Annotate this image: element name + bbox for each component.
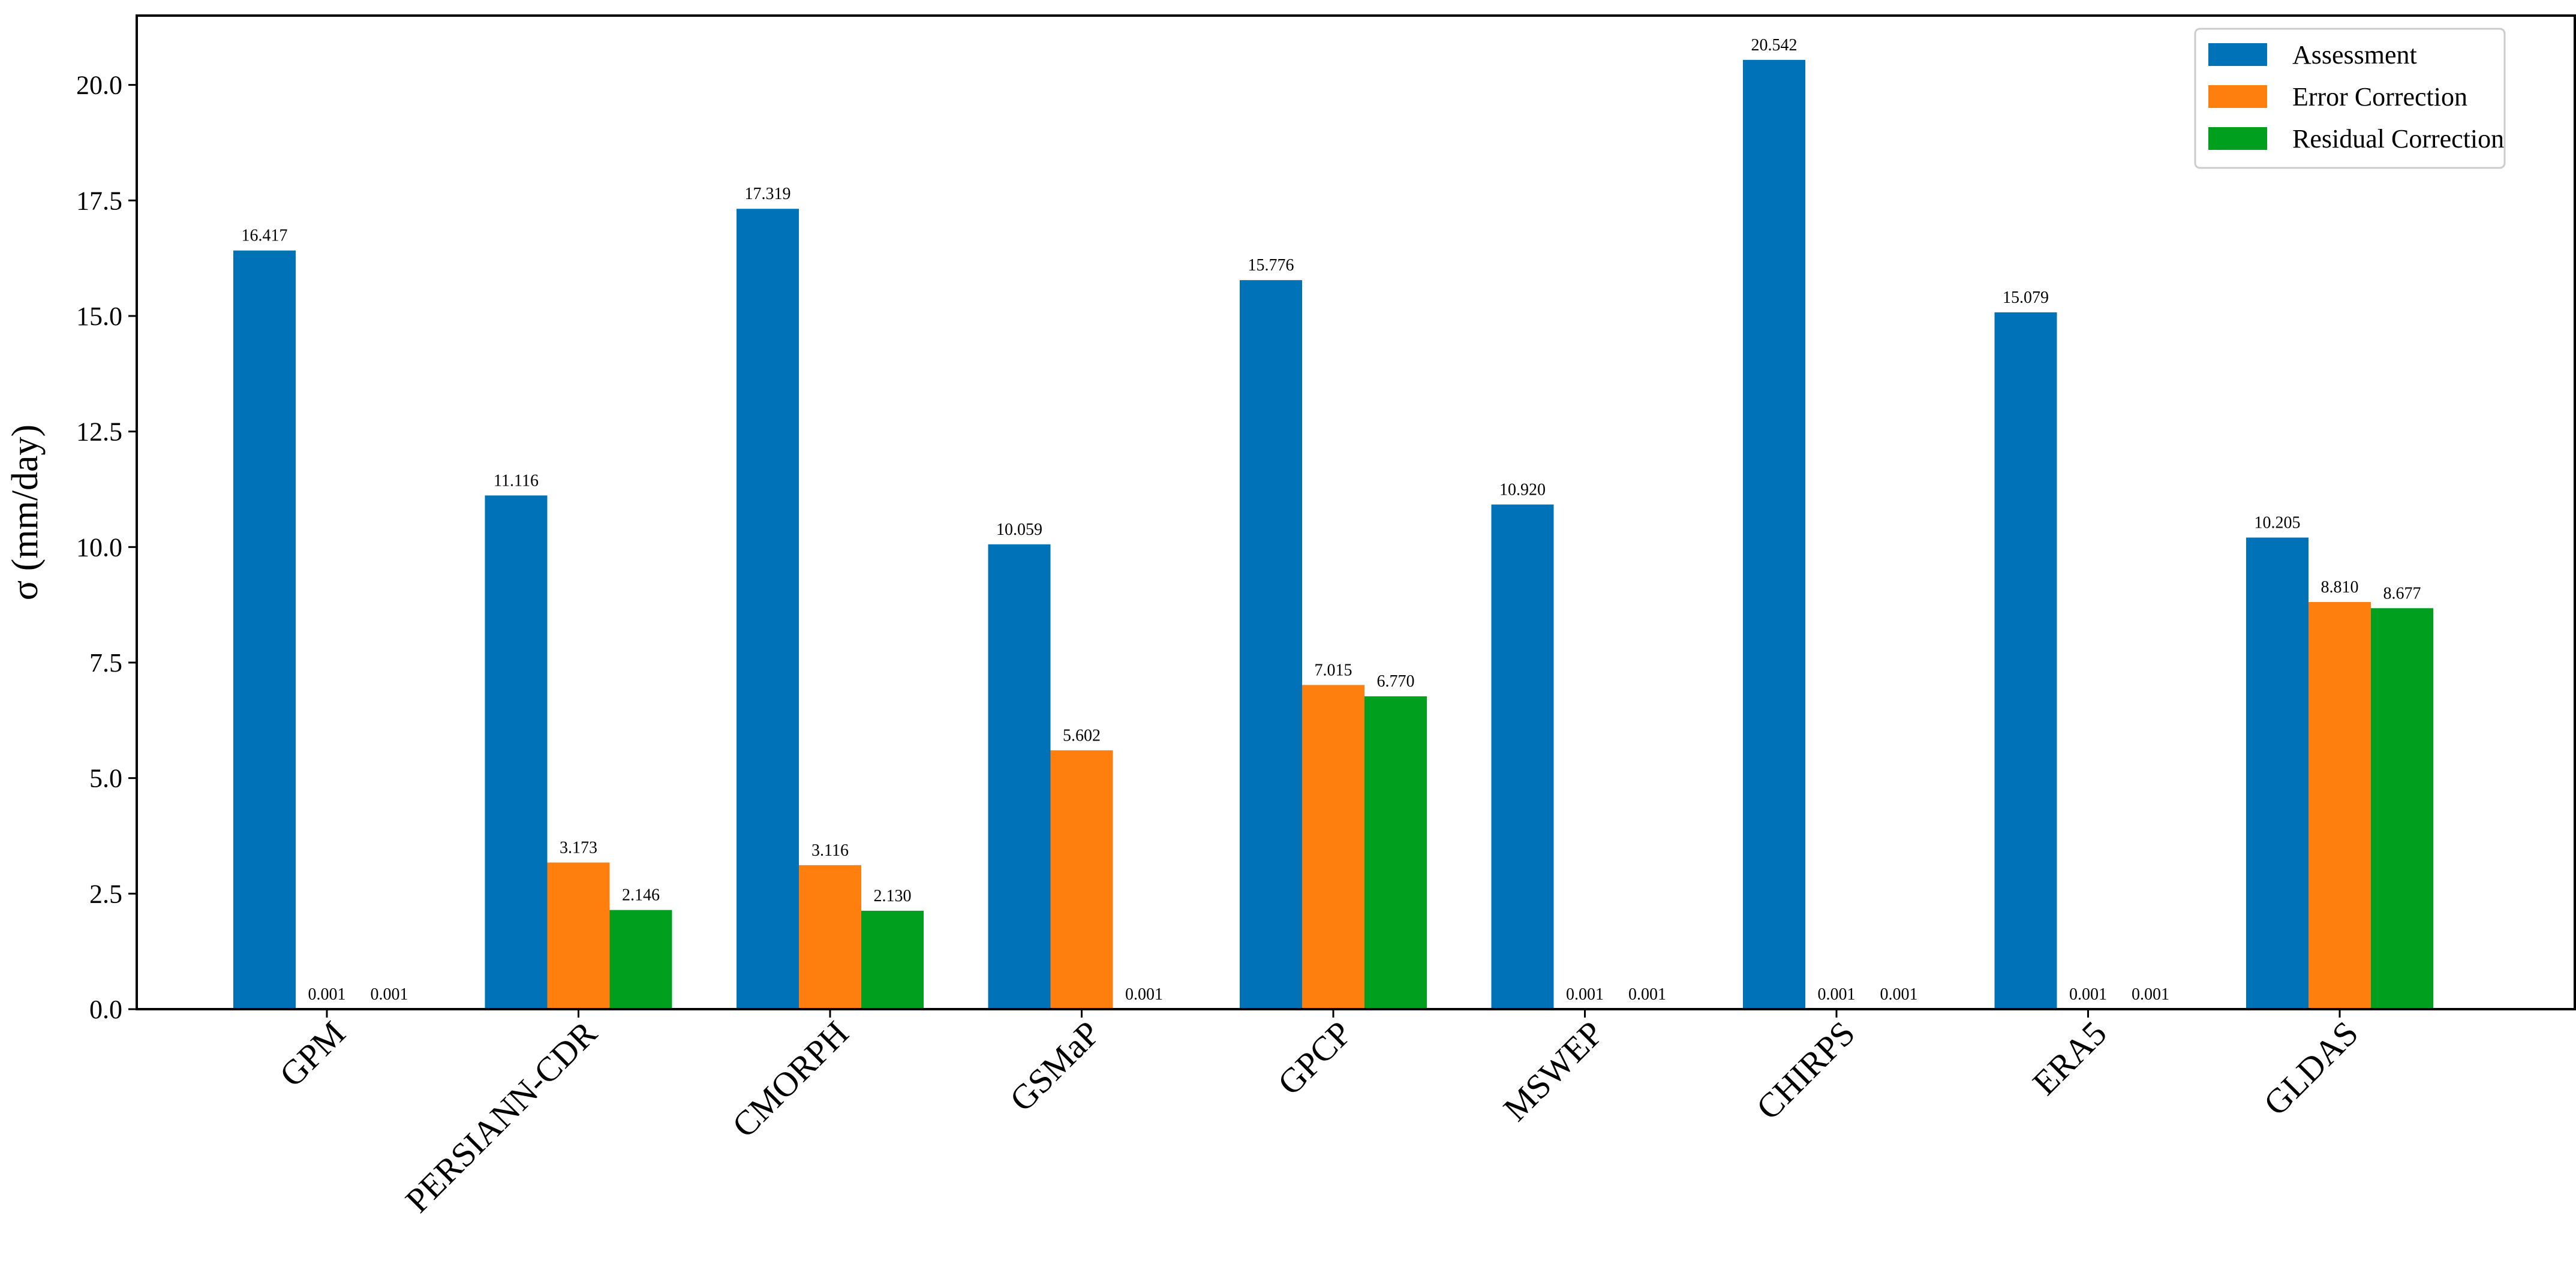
bar-value-label: 0.001 — [1628, 985, 1666, 1004]
y-tick-label: 15.0 — [76, 302, 122, 331]
bar-value-label: 0.001 — [2069, 985, 2107, 1004]
y-tick-label: 7.5 — [89, 648, 122, 678]
bar-value-label: 11.116 — [494, 471, 539, 490]
bar-value-label: 20.542 — [1751, 36, 1798, 55]
bar-value-label: 7.015 — [1315, 661, 1352, 679]
bar-value-label: 0.001 — [371, 985, 408, 1004]
bar-value-label: 2.146 — [622, 886, 660, 905]
x-tick-label: PERSIANN-CDR — [398, 1013, 605, 1220]
bar-value-label: 10.059 — [996, 520, 1042, 539]
bar-value-label: 16.417 — [242, 227, 288, 245]
bar-value-label: 10.205 — [2255, 514, 2301, 532]
bar-residual-correction — [861, 910, 924, 1009]
bar-value-label: 0.001 — [2132, 985, 2169, 1004]
legend: Assessment Error Correction Residual Corre… — [2194, 28, 2506, 169]
bar-labels-layer: 16.417 0.001 0.001 11.116 3.173 2.146 17.319 3.… — [242, 36, 2421, 1004]
y-tick-label: 10.0 — [76, 532, 122, 562]
bars-layer — [233, 59, 2433, 1010]
bar-assessment — [988, 544, 1051, 1009]
bar-error-correction — [799, 865, 861, 1009]
bar-error-correction — [1050, 750, 1113, 1009]
x-tick-label: MSWEP — [1496, 1013, 1611, 1128]
x-tick-label: CMORPH — [725, 1013, 856, 1145]
bar-assessment — [737, 209, 799, 1009]
x-tick-label: GLDAS — [2256, 1013, 2366, 1123]
bar-value-label: 3.116 — [811, 841, 849, 860]
bar-value-label: 0.001 — [1880, 985, 1918, 1004]
bar-assessment — [233, 250, 296, 1010]
y-axis-label: σ (mm/day) — [5, 425, 46, 600]
y-tick-label: 2.5 — [89, 879, 122, 908]
bar-assessment — [1491, 504, 1554, 1009]
bar-value-label: 15.079 — [2003, 288, 2049, 307]
y-tick-label: 5.0 — [89, 764, 122, 793]
bar-value-label: 2.130 — [874, 887, 912, 905]
bar-value-label: 8.677 — [2383, 584, 2421, 603]
bar-residual-correction — [2371, 608, 2433, 1009]
bar-assessment — [1240, 280, 1302, 1009]
bar-error-correction — [1302, 685, 1364, 1009]
y-tick-label: 17.5 — [76, 186, 122, 215]
bar-value-label: 15.776 — [1248, 256, 1294, 275]
bar-value-label: 10.920 — [1499, 480, 1546, 499]
legend-swatch — [2208, 43, 2267, 66]
legend-entry-label: Error Correction — [2292, 82, 2467, 112]
bar-assessment — [2246, 537, 2309, 1009]
bar-value-label: 17.319 — [745, 185, 791, 203]
x-tick-label: GPM — [272, 1013, 353, 1094]
legend-swatch — [2208, 85, 2267, 108]
bar-value-label: 0.001 — [1818, 985, 1856, 1004]
y-tick-label: 0.0 — [89, 995, 122, 1024]
bar-value-label: 8.810 — [2321, 578, 2359, 597]
bar-assessment — [1994, 312, 2057, 1009]
x-tick-label: CHIRPS — [1749, 1013, 1863, 1127]
x-tick-label: GPCP — [1270, 1013, 1360, 1103]
legend-box — [2194, 28, 2506, 169]
bar-assessment — [1743, 59, 1805, 1009]
bar-value-label: 6.770 — [1377, 672, 1415, 691]
bar-value-label: 5.602 — [1063, 726, 1101, 745]
legend-entry-label: Assessment — [2292, 40, 2417, 70]
bar-value-label: 0.001 — [1125, 985, 1163, 1004]
y-axis: 0.0 2.5 5.0 7.5 10.0 12.5 15.0 17.5 20.0 — [76, 71, 137, 1024]
legend-swatch — [2208, 127, 2267, 150]
x-tick-label: ERA5 — [2025, 1013, 2114, 1102]
bar-error-correction — [2309, 602, 2371, 1009]
y-tick-label: 12.5 — [76, 417, 122, 447]
bar-error-correction — [547, 862, 610, 1009]
bar-residual-correction — [1364, 696, 1427, 1009]
bar-residual-correction — [609, 910, 672, 1009]
bar-value-label: 3.173 — [560, 838, 597, 857]
x-axis: GPM PERSIANN-CDR CMORPH GSMaP GPCP MSWEP CHIRP… — [272, 1009, 2365, 1220]
plot-frame — [136, 14, 2576, 1010]
bar-assessment — [485, 495, 548, 1009]
bar-value-label: 0.001 — [308, 985, 346, 1004]
bar-value-label: 0.001 — [1566, 985, 1604, 1004]
legend-entry-label: Residual Correction — [2292, 124, 2504, 154]
x-tick-label: GSMaP — [1002, 1013, 1108, 1119]
y-tick-label: 20.0 — [76, 71, 122, 100]
